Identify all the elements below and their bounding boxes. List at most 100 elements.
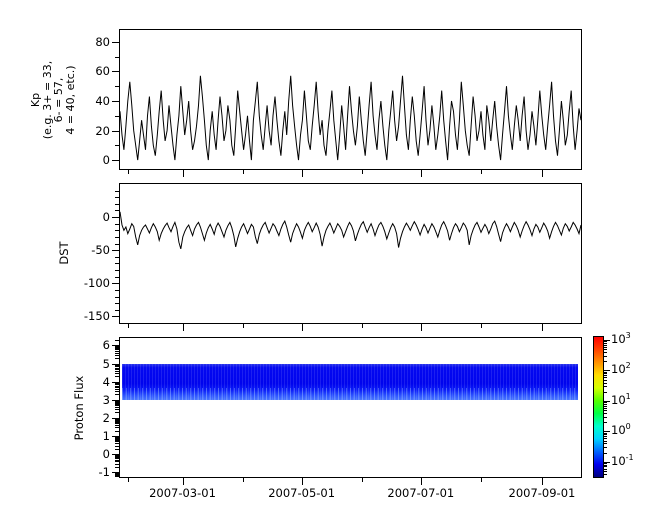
- colorbar-tick-minor: [604, 473, 607, 475]
- x-tick-major: [301, 170, 303, 177]
- x-tick-major: [420, 324, 422, 331]
- colorbar-tick-minor: [604, 464, 607, 466]
- y-tick-minor: [115, 455, 119, 457]
- y-tick-minor: [115, 56, 119, 58]
- colorbar-tick-label: 103: [611, 331, 631, 347]
- y-tick-minor: [115, 309, 119, 311]
- kp-panel: [119, 29, 582, 170]
- y-tick-minor: [115, 393, 119, 395]
- x-tick-major: [541, 170, 543, 177]
- y-tick-minor: [115, 346, 119, 348]
- y-tick-minor: [115, 383, 119, 385]
- y-tick-minor: [115, 354, 119, 356]
- colorbar-tick-label: 102: [611, 361, 631, 377]
- x-tick-major: [182, 170, 184, 177]
- y-tick-major: [112, 216, 119, 218]
- y-tick-minor: [115, 345, 119, 347]
- colorbar-tick-minor: [604, 405, 607, 407]
- y-tick-minor: [115, 442, 119, 444]
- colorbar-tick-minor: [604, 344, 607, 346]
- y-tick-major: [112, 249, 119, 251]
- colorbar-tick-minor: [604, 433, 607, 435]
- colorbar-tick-minor: [604, 437, 607, 439]
- y-tick-minor: [115, 439, 119, 441]
- y-tick-minor: [115, 196, 119, 198]
- colorbar-tick-minor: [604, 355, 607, 357]
- colorbar-tick-minor: [604, 382, 607, 384]
- x-tick-label: 2007-09-01: [508, 486, 576, 500]
- y-tick-minor: [115, 262, 119, 264]
- y-tick-minor: [115, 348, 119, 350]
- y-tick-label: -50: [91, 243, 110, 258]
- y-tick-major: [112, 41, 119, 43]
- y-tick-label: 60: [95, 64, 110, 79]
- y-tick-minor: [115, 256, 119, 258]
- colorbar-tick-minor: [604, 412, 607, 414]
- dst-panel: [119, 183, 582, 324]
- y-tick-minor: [115, 460, 119, 462]
- x-tick-minor: [480, 478, 482, 482]
- colorbar-tick-minor: [604, 468, 607, 470]
- y-tick-minor: [115, 445, 119, 447]
- x-tick-major: [301, 324, 303, 331]
- colorbar-tick-minor: [604, 374, 607, 376]
- y-tick-minor: [115, 448, 119, 450]
- y-tick-major: [112, 282, 119, 284]
- y-tick-minor: [115, 368, 119, 370]
- y-tick-minor: [115, 401, 119, 403]
- y-tick-minor: [115, 243, 119, 245]
- colorbar-tick-minor: [604, 440, 607, 442]
- y-tick-major: [112, 130, 119, 132]
- proton-flux-band-bottom-striations: [122, 388, 578, 400]
- colorbar-tick-minor: [604, 346, 607, 348]
- y-tick-minor: [115, 418, 119, 420]
- y-tick-minor: [115, 403, 119, 405]
- y-tick-minor: [115, 463, 119, 465]
- colorbar-tick-minor: [604, 409, 607, 411]
- colorbar-tick-label: 101: [611, 392, 631, 407]
- y-tick-minor: [115, 352, 119, 354]
- proton-flux-band: [122, 363, 578, 400]
- x-tick-major: [420, 170, 422, 177]
- x-tick-label: 2007-05-01: [268, 486, 336, 500]
- y-tick-minor: [115, 375, 119, 377]
- colorbar-tick-minor: [604, 379, 607, 381]
- proton-flux-panel: [119, 337, 582, 478]
- colorbar-tick-major: [604, 400, 610, 402]
- y-tick-minor: [115, 422, 119, 424]
- y-tick-major: [112, 435, 119, 437]
- y-tick-minor: [115, 115, 119, 117]
- y-tick-major: [112, 100, 119, 102]
- y-tick-minor: [115, 289, 119, 291]
- y-tick-label: 0: [102, 447, 110, 462]
- y-tick-minor: [115, 382, 119, 384]
- y-tick-minor: [115, 402, 119, 404]
- kp-y-axis-label-line1: Kp: [29, 92, 42, 108]
- y-tick-label: 5: [102, 356, 110, 371]
- colorbar-tick-label: 100: [611, 422, 631, 438]
- y-tick-minor: [115, 357, 119, 359]
- y-tick-minor: [115, 385, 119, 387]
- y-tick-minor: [115, 229, 119, 231]
- y-tick-minor: [115, 365, 119, 367]
- colorbar-tick-minor: [604, 351, 607, 353]
- y-tick-minor: [115, 436, 119, 438]
- colorbar-tick-minor: [604, 435, 607, 437]
- colorbar-tick-major: [604, 430, 610, 432]
- colorbar-tick-minor: [604, 385, 607, 387]
- y-tick-minor: [115, 364, 119, 366]
- y-tick-minor: [115, 390, 119, 392]
- y-tick-minor: [115, 400, 119, 402]
- x-tick-major: [182, 478, 184, 485]
- y-tick-major: [112, 315, 119, 317]
- y-tick-minor: [115, 408, 119, 410]
- colorbar-tick-minor: [604, 348, 607, 350]
- x-tick-major: [301, 478, 303, 485]
- colorbar-tick-minor: [604, 391, 607, 393]
- y-tick-major: [112, 417, 119, 419]
- y-tick-minor: [115, 85, 119, 87]
- y-tick-label: 20: [95, 123, 110, 138]
- y-tick-minor: [115, 367, 119, 369]
- x-tick-major: [182, 324, 184, 331]
- x-tick-label: 2007-07-01: [387, 486, 455, 500]
